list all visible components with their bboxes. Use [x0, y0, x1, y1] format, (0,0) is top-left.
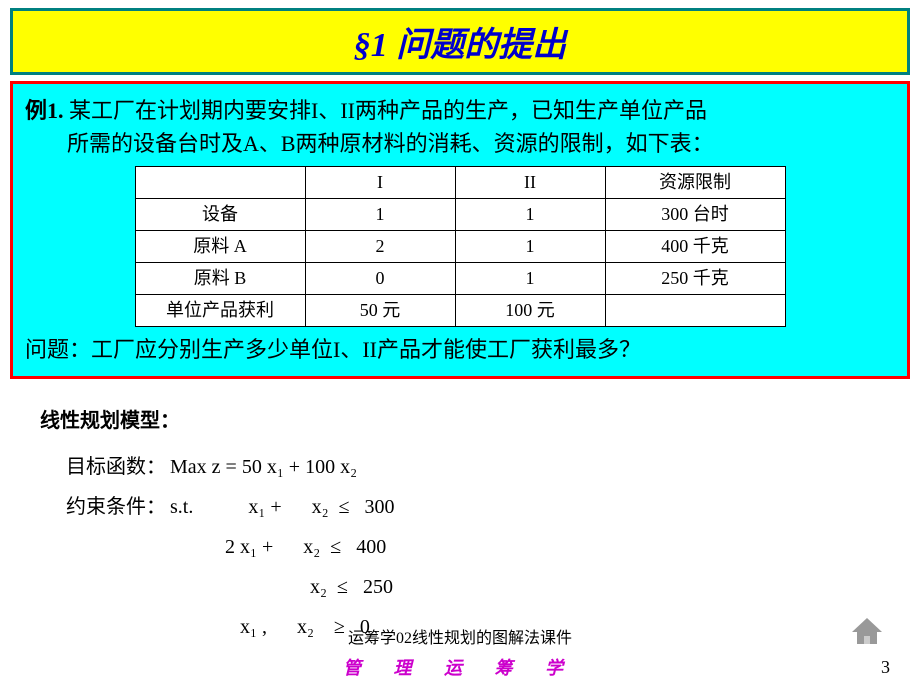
table-row: 单位产品获利 50 元 100 元 [135, 295, 785, 327]
cell: 原料 B [135, 263, 305, 295]
example-box: 例1. 某工厂在计划期内要安排I、II两种产品的生产，已知生产单位产品 所需的设… [10, 81, 910, 379]
cell: 单位产品获利 [135, 295, 305, 327]
cell: 400 千克 [605, 231, 785, 263]
cell: 50 元 [305, 295, 455, 327]
cell: 300 台时 [605, 199, 785, 231]
slide: §1 问题的提出 例1. 某工厂在计划期内要安排I、II两种产品的生产，已知生产… [0, 0, 920, 690]
example-question: 问题：工厂应分别生产多少单位I、II产品才能使工厂获利最多？ [25, 333, 895, 366]
page-number: 3 [881, 657, 890, 678]
table-header-row: I II 资源限制 [135, 167, 785, 199]
constraint-label: 约束条件： [40, 487, 170, 527]
table-row: 原料 A 2 1 400 千克 [135, 231, 785, 263]
cell: 1 [455, 263, 605, 295]
cell: 1 [455, 231, 605, 263]
example-line2: 所需的设备台时及A、B两种原材料的消耗、资源的限制，如下表： [67, 127, 895, 160]
section-title: §1 问题的提出 [10, 8, 910, 75]
model-heading: 线性规划模型： [40, 401, 910, 441]
constraint-3: x₂ ≤ 250 [170, 567, 393, 607]
constraint-row-3: x₂ ≤ 250 [40, 567, 910, 607]
home-icon[interactable] [850, 616, 884, 646]
lp-model: 线性规划模型： 目标函数： Max z = 50 x₁ + 100 x₂ 约束条… [40, 401, 910, 647]
cell: 100 元 [455, 295, 605, 327]
title-text: §1 问题的提出 [354, 27, 567, 64]
cell: 设备 [135, 199, 305, 231]
objective-row: 目标函数： Max z = 50 x₁ + 100 x₂ [40, 447, 910, 487]
th-resource-limit: 资源限制 [605, 167, 785, 199]
slide-footnote: 运筹学02线性规划的图解法课件 [0, 624, 920, 648]
th-product-1: I [305, 167, 455, 199]
example-line1: 某工厂在计划期内要安排I、II两种产品的生产，已知生产单位产品 [64, 98, 707, 123]
constraint-2: 2 x₁ + x₂ ≤ 400 [170, 527, 386, 567]
table-row: 原料 B 0 1 250 千克 [135, 263, 785, 295]
th-product-2: II [455, 167, 605, 199]
resource-table: I II 资源限制 设备 1 1 300 台时 原料 A 2 1 400 千克 … [135, 166, 786, 327]
objective-expr: Max z = 50 x₁ + 100 x₂ [170, 447, 357, 487]
example-text-line1: 例1. 某工厂在计划期内要安排I、II两种产品的生产，已知生产单位产品 [25, 94, 895, 127]
cell: 2 [305, 231, 455, 263]
example-label: 例1. [25, 98, 64, 123]
constraint-row-1: 约束条件： s.t. x₁ + x₂ ≤ 300 [40, 487, 910, 527]
table-row: 设备 1 1 300 台时 [135, 199, 785, 231]
cell: 1 [305, 199, 455, 231]
constraint-row-2: 2 x₁ + x₂ ≤ 400 [40, 527, 910, 567]
cell [605, 295, 785, 327]
th-blank [135, 167, 305, 199]
cell: 0 [305, 263, 455, 295]
cell: 原料 A [135, 231, 305, 263]
cell: 250 千克 [605, 263, 785, 295]
cell: 1 [455, 199, 605, 231]
constraint-1: s.t. x₁ + x₂ ≤ 300 [170, 487, 395, 527]
slide-footer: 管 理 运 筹 学 [0, 654, 920, 680]
objective-label: 目标函数： [40, 447, 170, 487]
